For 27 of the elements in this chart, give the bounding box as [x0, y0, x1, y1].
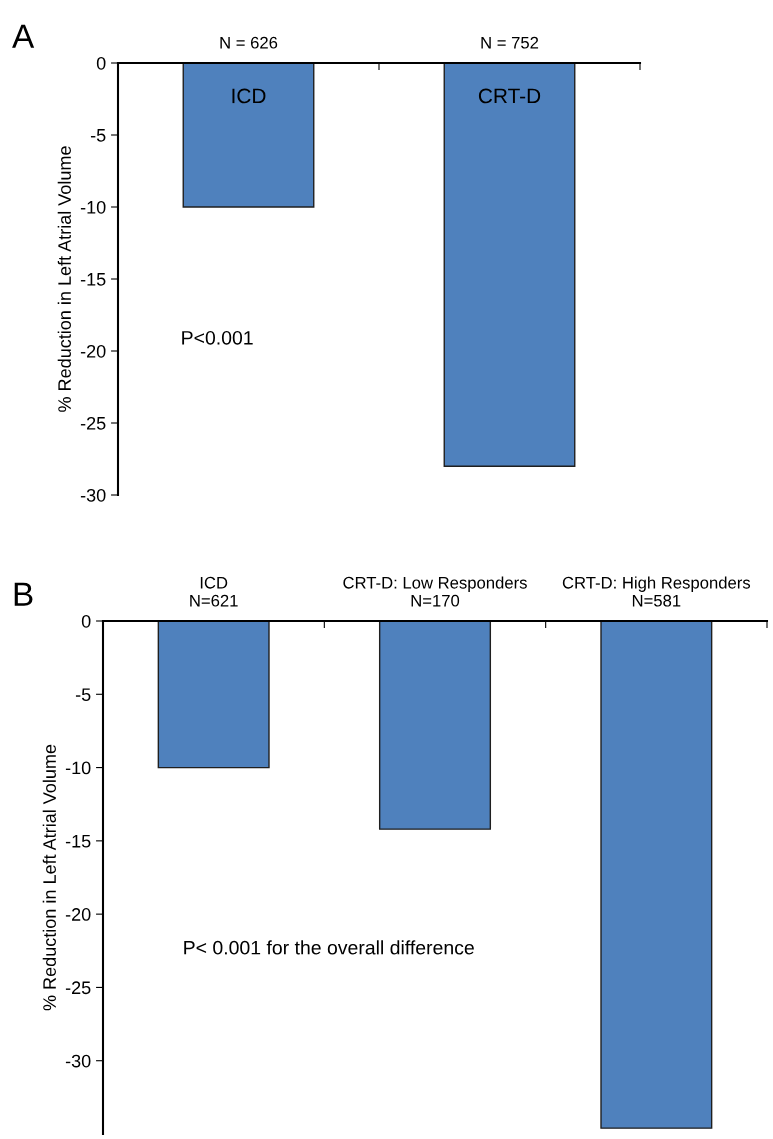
- y-tick-label: -5: [75, 688, 91, 702]
- y-tick-label: -25: [65, 981, 91, 995]
- y-tick-label: 0: [81, 614, 91, 628]
- annotation: P< 0.001 for the overall difference: [184, 940, 474, 955]
- y-axis-title: % Reduction in Left Atrial Volume: [42, 744, 56, 1011]
- x-tick-label: N = 752: [481, 36, 539, 49]
- y-tick-label: -20: [65, 908, 91, 921]
- y-tick-label: -25: [80, 416, 106, 430]
- chart-title: A: [12, 24, 35, 48]
- x-tick-label: CRT-D: Low Responders N=170: [343, 576, 527, 607]
- y-tick-label: 0: [96, 56, 106, 70]
- y-tick-label: -30: [65, 1054, 91, 1068]
- x-tick-label: CRT-D: High Responders N=581: [562, 576, 751, 607]
- y-tick-label: -15: [80, 273, 106, 286]
- y-tick-label: -10: [80, 200, 106, 214]
- x-tick-label: ICD N=621: [190, 576, 238, 607]
- y-tick-label: -30: [80, 488, 106, 502]
- annotation: P<0.001: [182, 330, 253, 345]
- y-tick-label: -10: [65, 761, 91, 775]
- annotation: CRT-D: [478, 88, 541, 104]
- annotation: ICD: [232, 88, 266, 104]
- y-axis-title: % Reduction in Left Atrial Volume: [57, 146, 71, 412]
- x-tick-label: N = 626: [220, 36, 278, 49]
- y-tick-label: -5: [90, 129, 106, 142]
- chart-title: B: [14, 582, 33, 606]
- y-tick-label: -15: [65, 834, 91, 848]
- y-tick-label: -20: [80, 344, 106, 358]
